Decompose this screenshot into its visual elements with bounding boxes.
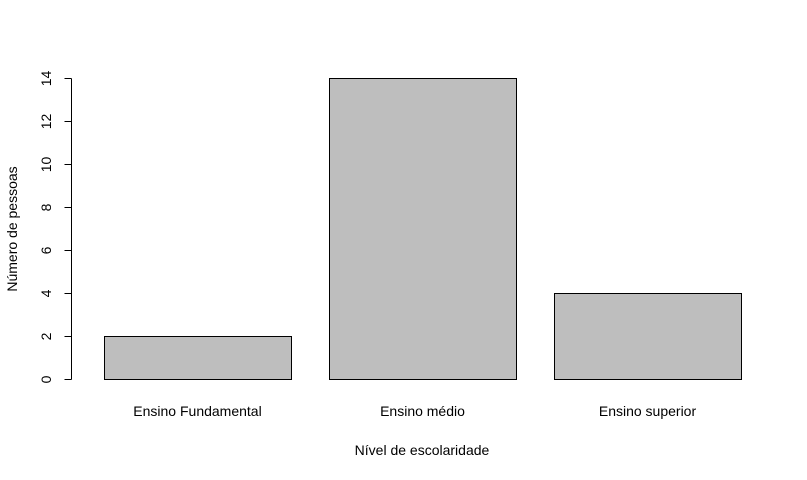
x-category-labels: Ensino Fundamental Ensino médio Ensino sup… [133, 403, 696, 419]
y-tick-label-0: 0 [38, 375, 54, 383]
bars-group [104, 78, 742, 380]
y-tick-label-4: 8 [38, 203, 54, 211]
y-tick-label-3: 6 [38, 246, 54, 254]
x-category-label-2: Ensino superior [599, 403, 697, 419]
y-axis-title: Número de pessoas [4, 166, 20, 291]
y-tick-label-7: 14 [38, 71, 54, 87]
y-axis: 0 2 4 6 8 10 12 14 [38, 71, 72, 383]
bar-2 [554, 293, 742, 380]
x-category-label-1: Ensino médio [380, 403, 465, 419]
y-tick-label-5: 10 [38, 157, 54, 173]
bar-1 [329, 78, 517, 380]
y-tick-label-2: 4 [38, 289, 54, 297]
y-tick-label-1: 2 [38, 332, 54, 340]
x-axis-title: Nível de escolaridade [355, 442, 490, 458]
y-tick-label-6: 12 [38, 114, 54, 130]
bar-0 [104, 336, 292, 380]
x-category-label-0: Ensino Fundamental [133, 403, 261, 419]
